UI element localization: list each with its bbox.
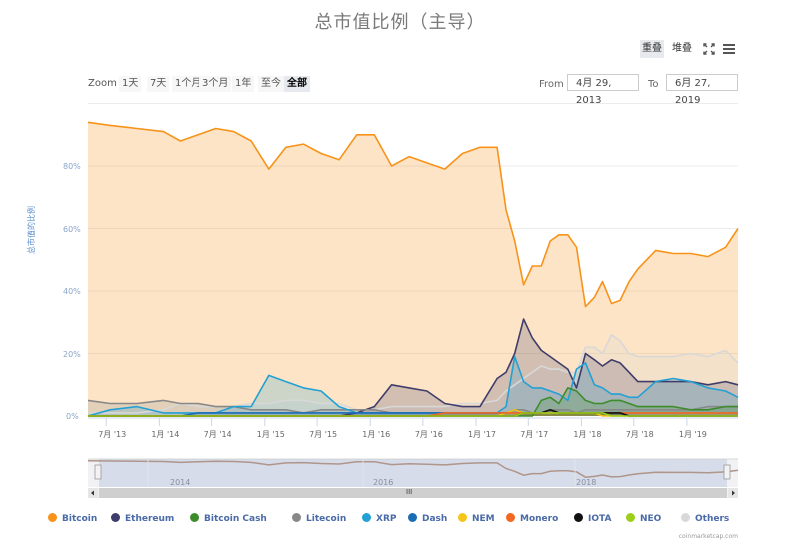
legend-item-bitcoin-cash[interactable]: Bitcoin Cash xyxy=(190,513,267,524)
legend-label: Litecoin xyxy=(306,514,347,524)
legend-label: NEO xyxy=(640,514,662,524)
legend-label: IOTA xyxy=(588,514,612,524)
legend-item-ethereum[interactable]: Ethereum xyxy=(111,513,174,524)
y-tick-0: 0% xyxy=(66,412,79,421)
from-date-input[interactable]: 4月 29, 2013 xyxy=(567,74,639,106)
x-tick-label: 1月 '17 xyxy=(467,430,496,439)
y-tick-60: 60% xyxy=(63,225,81,234)
area-ethereum[interactable] xyxy=(88,319,738,416)
range-button-7d[interactable]: 7天 xyxy=(147,76,170,92)
range-button-1y[interactable]: 1年 xyxy=(232,76,255,92)
y-tick-40: 40% xyxy=(63,287,81,296)
legend-item-litecoin[interactable]: Litecoin xyxy=(292,513,346,524)
legend-item-dash[interactable]: Dash xyxy=(408,513,447,524)
range-button-ytd[interactable]: 至今 xyxy=(258,76,284,92)
legend-label: NEM xyxy=(472,514,495,524)
x-tick-label: 1月 '19 xyxy=(678,430,707,439)
arrow-right-icon xyxy=(732,490,735,496)
x-tick-label: 7月 '14 xyxy=(203,430,232,439)
legend-item-bitcoin[interactable]: Bitcoin xyxy=(48,513,97,524)
x-tick-label: 7月 '13 xyxy=(98,430,127,439)
legend-dot-icon xyxy=(574,513,583,522)
navigator-label-2018: 2018 xyxy=(576,478,597,487)
area-bitcoin[interactable] xyxy=(88,122,738,417)
legend-label: Ethereum xyxy=(125,514,175,524)
range-button-3m[interactable]: 3个月 xyxy=(199,76,232,92)
x-tick-label: 1月 '14 xyxy=(151,430,180,439)
legend-dot-icon xyxy=(190,513,199,522)
area-bitcoin-cash[interactable] xyxy=(88,387,738,416)
legend-dot-icon xyxy=(48,513,57,522)
overlap-toggle-button[interactable]: 重叠 xyxy=(640,40,664,58)
legend-item-monero[interactable]: Monero xyxy=(506,513,558,524)
legend-label: Dash xyxy=(422,514,448,524)
arrow-left-icon xyxy=(91,490,94,496)
legend-label: Bitcoin xyxy=(62,514,98,524)
credits-link[interactable]: coinmarketcap.com xyxy=(678,533,738,540)
chart-title: 总市值比例（主导） xyxy=(314,12,486,33)
legend-dot-icon xyxy=(681,513,690,522)
y-tick-80: 80% xyxy=(63,162,81,171)
expand-icon[interactable] xyxy=(701,40,717,58)
legend-label: Monero xyxy=(520,514,559,524)
range-button-1d[interactable]: 1天 xyxy=(119,76,142,92)
navigator-right-handle[interactable] xyxy=(723,464,731,480)
x-tick-label: 7月 '17 xyxy=(520,430,549,439)
legend-item-nem[interactable]: NEM xyxy=(458,513,495,524)
stacked-toggle-button[interactable]: 堆叠 xyxy=(672,43,692,54)
legend-dot-icon xyxy=(111,513,120,522)
scrollbar-grip-icon: III xyxy=(406,488,413,496)
navigator-label-2014: 2014 xyxy=(170,478,191,487)
zoom-label: Zoom xyxy=(88,78,117,89)
from-label: From xyxy=(539,79,564,90)
area-nem[interactable] xyxy=(88,409,738,416)
line-neo[interactable] xyxy=(88,412,738,417)
navigator-label-2016: 2016 xyxy=(373,478,394,487)
range-button-all[interactable]: 全部 xyxy=(284,76,310,92)
x-tick-label: 7月 '18 xyxy=(625,430,654,439)
to-date-input[interactable]: 6月 27, 2019 xyxy=(666,74,738,106)
hamburger-menu-icon[interactable] xyxy=(721,40,737,58)
x-tick-label: 7月 '15 xyxy=(309,430,338,439)
navigator-left-handle[interactable] xyxy=(94,464,102,480)
line-others[interactable] xyxy=(88,334,739,414)
area-others[interactable] xyxy=(88,334,738,416)
y-tick-20: 20% xyxy=(63,350,81,359)
range-button-1m[interactable]: 1个月 xyxy=(172,76,205,92)
to-label: To xyxy=(648,79,659,90)
legend-item-others[interactable]: Others xyxy=(681,513,729,524)
legend-dot-icon xyxy=(408,513,417,522)
x-tick-label: 1月 '15 xyxy=(256,430,285,439)
area-xrp[interactable] xyxy=(88,356,738,416)
area-iota[interactable] xyxy=(88,409,738,416)
legend-item-neo[interactable]: NEO xyxy=(626,513,661,524)
legend-dot-icon xyxy=(458,513,467,522)
legend-label: XRP xyxy=(376,514,397,524)
x-tick-label: 1月 '16 xyxy=(362,430,391,439)
legend-dot-icon xyxy=(362,513,371,522)
x-tick-label: 7月 '16 xyxy=(414,430,443,439)
legend-item-xrp[interactable]: XRP xyxy=(362,513,396,524)
legend-label: Others xyxy=(695,514,730,524)
legend-label: Bitcoin Cash xyxy=(204,514,267,524)
scrollbar-thumb[interactable] xyxy=(99,488,727,498)
legend-dot-icon xyxy=(626,513,635,522)
x-tick-label: 1月 '18 xyxy=(573,430,602,439)
legend-dot-icon xyxy=(292,513,301,522)
legend-dot-icon xyxy=(506,513,515,522)
legend-item-iota[interactable]: IOTA xyxy=(574,513,611,524)
line-bitcoin[interactable] xyxy=(87,121,739,308)
